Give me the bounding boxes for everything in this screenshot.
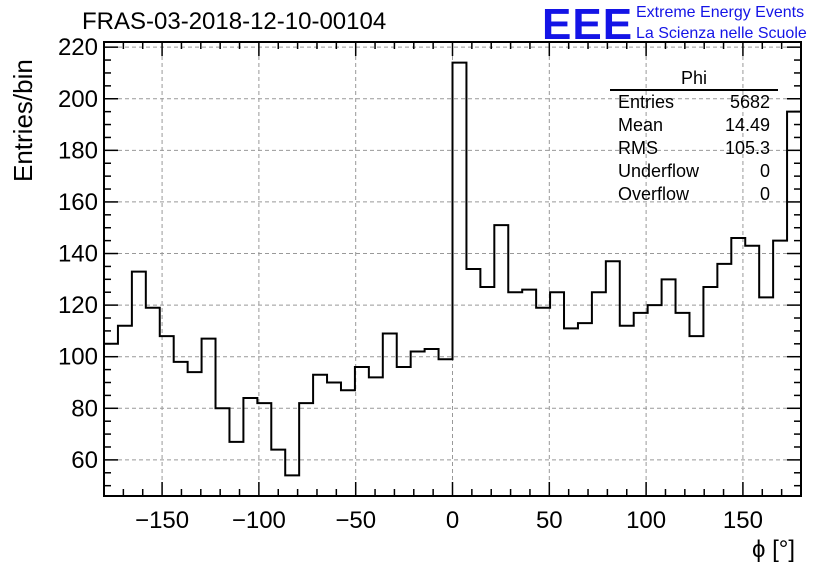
y-tick-label: 120 [58, 292, 98, 319]
histogram-line [104, 61, 801, 477]
eee-logo: EEE [542, 0, 634, 49]
x-tick-label: −150 [135, 507, 189, 534]
x-tick-label: −100 [232, 507, 286, 534]
y-tick-label: 60 [71, 447, 98, 474]
stats-value: 5682 [729, 92, 770, 112]
stats-row-overflow: Overflow 0 [610, 183, 778, 206]
stats-box-title: Phi [610, 68, 778, 91]
y-axis-label: Entries/bin [8, 59, 38, 182]
y-tick-label: 100 [58, 344, 98, 371]
logo-line-1: Extreme Energy Events [636, 4, 805, 21]
stats-value: 14.49 [724, 115, 770, 135]
x-tick-label: 0 [446, 507, 459, 534]
stats-label: Overflow [618, 184, 690, 204]
stats-value: 105.3 [724, 138, 770, 158]
x-tick-label: −50 [335, 507, 376, 534]
chart-title: FRAS-03-2018-12-10-00104 [82, 8, 387, 35]
y-tick-label: 200 [58, 86, 98, 113]
stats-value: 0 [759, 184, 770, 204]
x-axis-label: ϕ [°] [752, 536, 796, 563]
x-tick-label: 50 [536, 507, 563, 534]
x-tick-label: 100 [626, 507, 666, 534]
y-tick-label: 80 [71, 395, 98, 422]
x-tick-label: 150 [723, 507, 763, 534]
stats-box: Phi Entries 5682 Mean 14.49 RMS 105.3 Un… [610, 68, 778, 206]
stats-label: Mean [618, 115, 664, 135]
stats-row-mean: Mean 14.49 [610, 114, 778, 137]
y-tick-label: 180 [58, 137, 98, 164]
stats-label: Entries [618, 92, 675, 112]
stats-row-entries: Entries 5682 [610, 91, 778, 114]
y-tick-label: 220 [58, 34, 98, 61]
axis-ticks [104, 42, 801, 496]
y-tick-label: 160 [58, 189, 98, 216]
stats-row-underflow: Underflow 0 [610, 160, 778, 183]
stats-value: 0 [759, 161, 770, 181]
logo-line-2: La Scienza nelle Scuole [636, 25, 807, 42]
tick-labels: −150 −100 −50 0 50 100 150 60 80 100 120 140 160 180 2… [58, 34, 763, 534]
stats-label: Underflow [618, 161, 700, 181]
stats-row-rms: RMS 105.3 [610, 137, 778, 160]
y-tick-label: 140 [58, 241, 98, 268]
stats-label: RMS [618, 138, 658, 158]
